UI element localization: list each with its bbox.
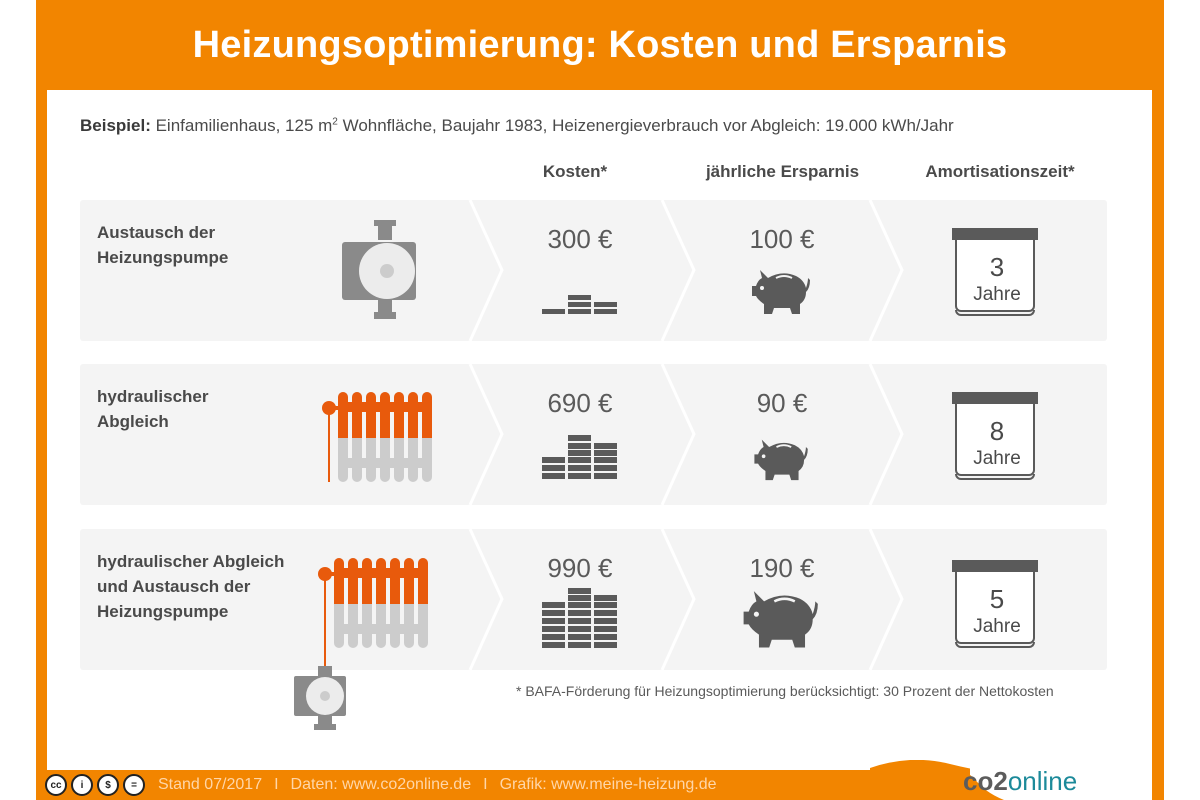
stand-date: Stand 07/2017 — [158, 776, 263, 793]
chevron-divider — [868, 364, 904, 505]
footer-wave — [870, 760, 990, 772]
footer-credits: Stand 07/2017 I Daten: www.co2online.de I Gr… — [158, 776, 717, 793]
page-title: Heizungsoptimierung: Kosten und Ersparni… — [192, 23, 1008, 66]
cc-icon[interactable]: cc — [45, 774, 67, 796]
calendar-icon: 3 Jahre — [952, 228, 1038, 320]
example-label: Beispiel: — [80, 116, 151, 135]
coin-stack-icon — [542, 588, 617, 648]
data-source-link[interactable]: Daten: www.co2online.de — [290, 776, 472, 793]
amortization-years: 5 — [989, 584, 1005, 614]
logo-area — [970, 768, 1152, 800]
radiator-with-pump-icon — [294, 558, 428, 730]
cost-value: 690 € — [547, 388, 613, 418]
example-superscript: 2 — [332, 116, 338, 128]
title-bar: Heizungsoptimierung: Kosten und Ersparni… — [36, 0, 1164, 90]
cost-value: 300 € — [547, 224, 613, 254]
chevron-divider — [868, 529, 904, 670]
amortization-years: 8 — [989, 416, 1005, 446]
piggy-bank-icon — [752, 270, 810, 314]
piggy-bank-icon — [743, 591, 818, 648]
amortization-unit: Jahre — [973, 284, 1021, 305]
savings-value: 100 € — [749, 224, 815, 254]
example-text-2: Wohnfläche, Baujahr 1983, Heizenergiever… — [337, 116, 954, 135]
calendar-icon: 5 Jahre — [952, 560, 1038, 652]
savings-value: 190 € — [749, 553, 815, 583]
footer-curve — [940, 767, 1004, 800]
footnote: * BAFA-Förderung für Heizungsoptimierung… — [516, 683, 1054, 699]
nd-icon[interactable]: = — [123, 774, 145, 796]
savings-value: 90 € — [756, 388, 808, 418]
row-label: hydraulischer Abgleich — [97, 387, 209, 431]
pump-icon — [342, 220, 416, 319]
chevron-divider — [468, 200, 504, 341]
amortization-unit: Jahre — [973, 616, 1021, 637]
amortization-unit: Jahre — [973, 448, 1021, 469]
example-description: Beispiel: Einfamilienhaus, 125 m2 Wohnfl… — [80, 116, 954, 136]
graphic-source-link[interactable]: Grafik: www.meine-heizung.de — [499, 776, 717, 793]
by-icon[interactable]: i — [71, 774, 93, 796]
coin-stack-icon — [542, 295, 617, 314]
chevron-divider — [468, 529, 504, 670]
calendar-icon: 8 Jahre — [952, 392, 1038, 484]
row-label: hydraulischer Abgleich und Austausch der… — [97, 552, 285, 621]
chevron-divider — [660, 529, 696, 670]
radiator-icon — [322, 392, 432, 482]
row-label: Austausch der Heizungspumpe — [97, 223, 229, 267]
chevron-divider — [660, 200, 696, 341]
column-header-cost: Kosten* — [542, 162, 608, 181]
chevron-divider — [660, 364, 696, 505]
co2online-logo[interactable]: co2online — [963, 766, 1078, 796]
table-row: Austausch der Heizungspumpe — [80, 200, 1107, 341]
chevron-divider — [468, 364, 504, 505]
table-row: hydraulischer Abgleich — [80, 364, 1107, 505]
coin-stack-icon — [542, 435, 617, 479]
column-header-savings: jährliche Ersparnis — [705, 162, 860, 181]
column-header-amortization: Amortisationszeit* — [925, 162, 1075, 181]
table-row: hydraulischer Abgleich und Austausch der… — [80, 529, 1107, 670]
chevron-divider — [868, 200, 904, 341]
cost-value: 990 € — [547, 553, 613, 583]
nc-icon[interactable]: $ — [97, 774, 119, 796]
piggy-bank-icon — [754, 439, 808, 481]
example-text-1: Einfamilienhaus, 125 m — [150, 116, 333, 135]
amortization-years: 3 — [989, 252, 1005, 282]
